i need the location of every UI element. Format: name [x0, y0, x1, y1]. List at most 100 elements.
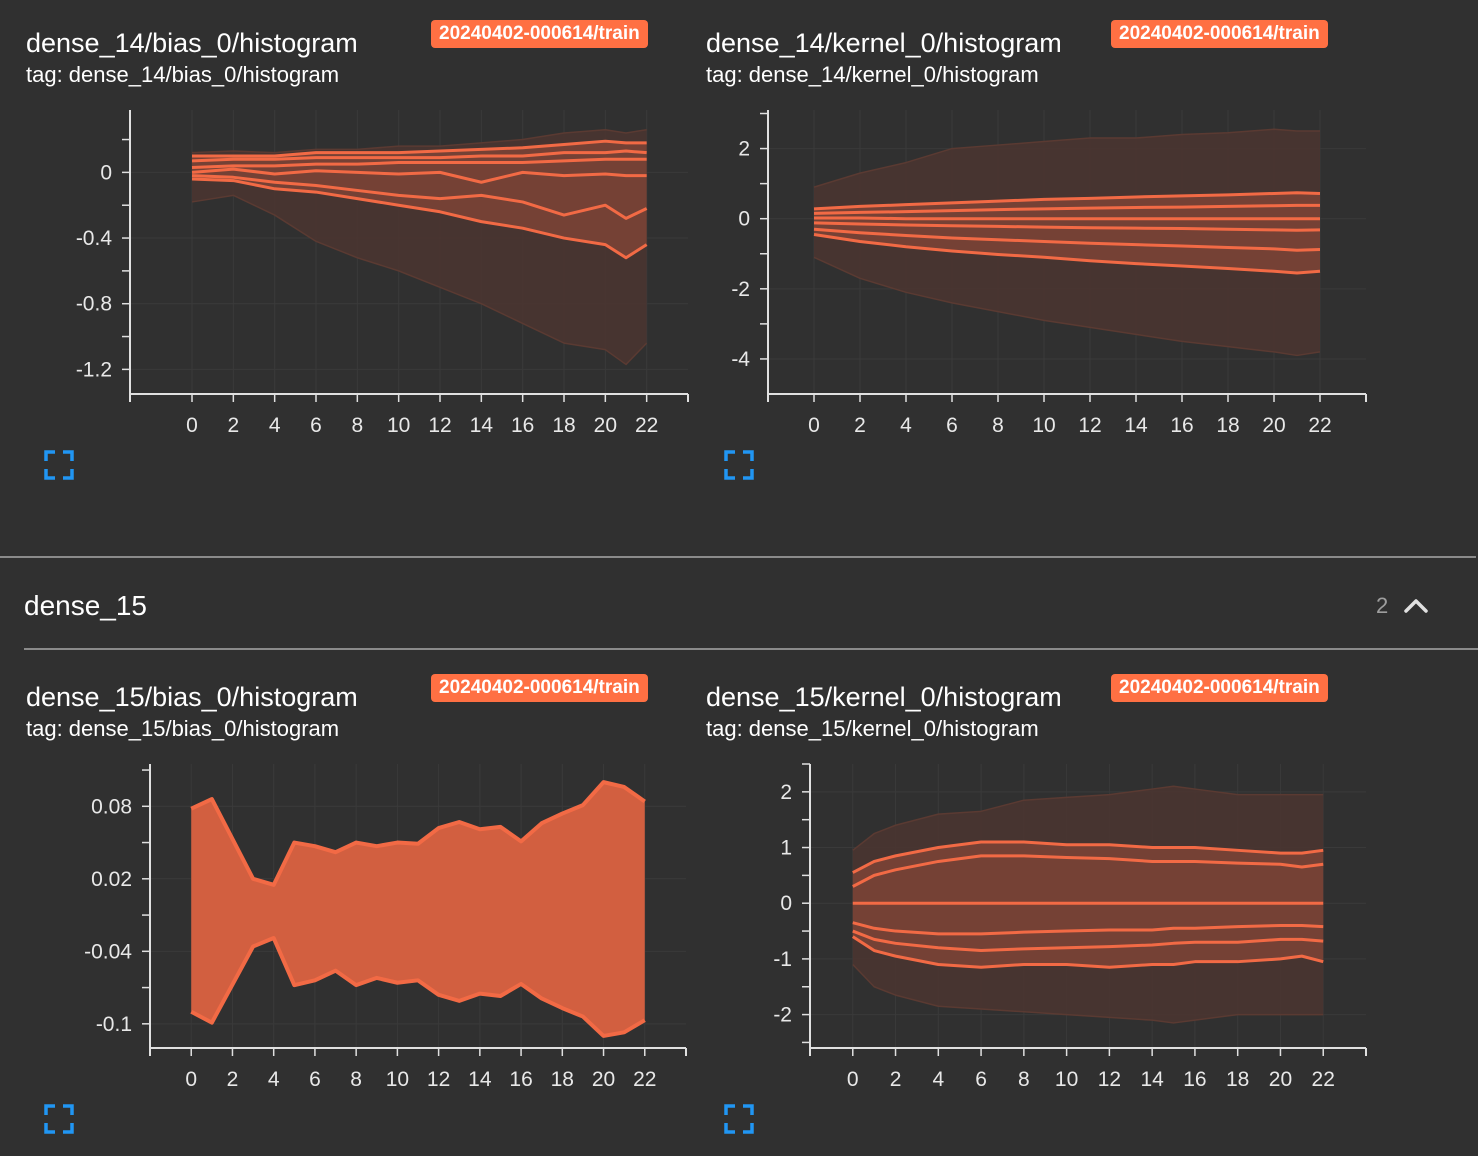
y-tick-label: 0 [100, 161, 112, 184]
y-tick-label: -0.1 [96, 1013, 132, 1036]
y-tick-label: 0 [738, 208, 750, 231]
y-tick-label: 0.02 [91, 868, 132, 891]
x-tick-label: 12 [428, 414, 451, 437]
percentile-line [191, 177, 648, 260]
y-tick-label: -1.2 [76, 358, 112, 381]
card-title: dense_15/kernel_0/histogram [706, 682, 1062, 712]
percentile-line [191, 149, 647, 163]
x-tick-label: 4 [900, 414, 912, 437]
x-tick-label: 18 [552, 414, 575, 437]
x-tick-label: 0 [185, 1068, 197, 1091]
y-tick-label: 2 [780, 781, 792, 804]
section-count: 2 [1376, 593, 1389, 618]
fullscreen-icon[interactable] [724, 450, 754, 480]
y-tick-label: -2 [773, 1004, 792, 1027]
card-tag: tag: dense_15/kernel_0/histogram [706, 716, 1039, 741]
x-tick-label: 18 [1226, 1068, 1249, 1091]
percentile-line [192, 139, 647, 158]
run-badge: 20240402-000614/train [1111, 674, 1328, 702]
section-title: dense_15 [24, 590, 148, 621]
x-tick-label: 12 [1078, 414, 1101, 437]
y-tick-label: -0.4 [76, 227, 113, 250]
histogram-card: dense_15/bias_0/histogram tag: dense_15/… [26, 674, 691, 1152]
x-tick-label: 0 [808, 414, 820, 437]
section-divider [24, 648, 1478, 650]
percentile-line [814, 216, 1320, 221]
x-tick-label: 8 [992, 414, 1004, 437]
x-tick-label: 6 [946, 414, 958, 437]
histogram-chart: 0 2 4 6 8 10 12 14 16 18 20 22 0.08 0.02 -0.04 -0.1 [84, 764, 687, 1091]
x-tick-label: 22 [1308, 414, 1331, 437]
x-tick-label: 20 [592, 1068, 615, 1091]
x-tick-label: 12 [427, 1068, 450, 1091]
x-tick-label: 2 [854, 414, 866, 437]
run-badge: 20240402-000614/train [1111, 20, 1328, 48]
section-header[interactable] [0, 558, 1478, 650]
y-tick-label: 0.08 [91, 795, 132, 818]
x-tick-label: 20 [1269, 1068, 1292, 1091]
x-tick-label: 18 [1216, 414, 1239, 437]
histogram-band [191, 782, 645, 1036]
outer-edge [191, 128, 647, 154]
x-tick-label: 0 [847, 1068, 859, 1091]
fullscreen-icon[interactable] [724, 1104, 754, 1134]
x-tick-label: 22 [635, 414, 658, 437]
percentile-line [813, 232, 1321, 275]
card-tag: tag: dense_14/bias_0/histogram [26, 62, 340, 87]
percentile-line [813, 221, 1321, 232]
x-tick-label: 2 [227, 1068, 239, 1091]
percentile-line [191, 167, 647, 184]
x-tick-label: 20 [594, 414, 617, 437]
outer-edge [813, 128, 1320, 188]
x-tick-label: 16 [509, 1068, 532, 1091]
fullscreen-icon[interactable] [44, 1104, 74, 1134]
percentile-line [813, 203, 1320, 215]
outer-edge [852, 785, 1324, 851]
chevron-up-icon[interactable] [1400, 590, 1432, 622]
x-tick-label: 20 [1262, 414, 1285, 437]
x-tick-label: 16 [1170, 414, 1193, 437]
card-title: dense_15/bias_0/histogram [26, 682, 358, 712]
y-tick-label: -4 [731, 348, 750, 371]
percentile-line [852, 921, 1324, 936]
x-tick-label: 0 [186, 414, 198, 437]
x-tick-label: 6 [309, 1068, 321, 1091]
fullscreen-icon[interactable] [44, 450, 74, 480]
x-tick-label: 16 [1183, 1068, 1206, 1091]
x-tick-label: 6 [310, 414, 322, 437]
percentile-line [190, 936, 646, 1038]
x-tick-label: 4 [268, 1068, 280, 1091]
x-tick-label: 10 [387, 414, 410, 437]
x-tick-label: 10 [386, 1068, 409, 1091]
y-tick-label: 2 [738, 138, 750, 161]
x-tick-label: 12 [1098, 1068, 1121, 1091]
middle-band [814, 192, 1320, 274]
x-tick-label: 22 [1312, 1068, 1335, 1091]
percentile-line [852, 929, 1324, 953]
x-tick-label: 14 [468, 1068, 492, 1091]
run-badge: 20240402-000614/train [431, 20, 648, 48]
percentile-line [852, 840, 1324, 874]
x-tick-label: 2 [227, 414, 239, 437]
x-tick-label: 10 [1055, 1068, 1078, 1091]
x-tick-label: 4 [269, 414, 281, 437]
x-tick-label: 8 [351, 414, 363, 437]
x-tick-label: 8 [350, 1068, 362, 1091]
x-tick-label: 4 [932, 1068, 944, 1091]
y-tick-label: 1 [780, 837, 792, 860]
percentile-line [851, 935, 1324, 969]
x-tick-label: 6 [975, 1068, 987, 1091]
histogram-card: dense_14/kernel_0/histogram tag: dense_1… [706, 20, 1371, 498]
y-tick-label: -2 [731, 278, 750, 301]
y-tick-label: -1 [773, 948, 792, 971]
outer-edge [191, 194, 648, 366]
card-tag: tag: dense_14/kernel_0/histogram [706, 62, 1039, 87]
x-tick-label: 22 [633, 1068, 656, 1091]
y-tick-label: -0.04 [84, 940, 132, 963]
percentile-line [813, 227, 1321, 252]
x-tick-label: 16 [511, 414, 534, 437]
run-badge: 20240402-000614/train [431, 674, 648, 702]
card-title: dense_14/bias_0/histogram [26, 28, 358, 58]
